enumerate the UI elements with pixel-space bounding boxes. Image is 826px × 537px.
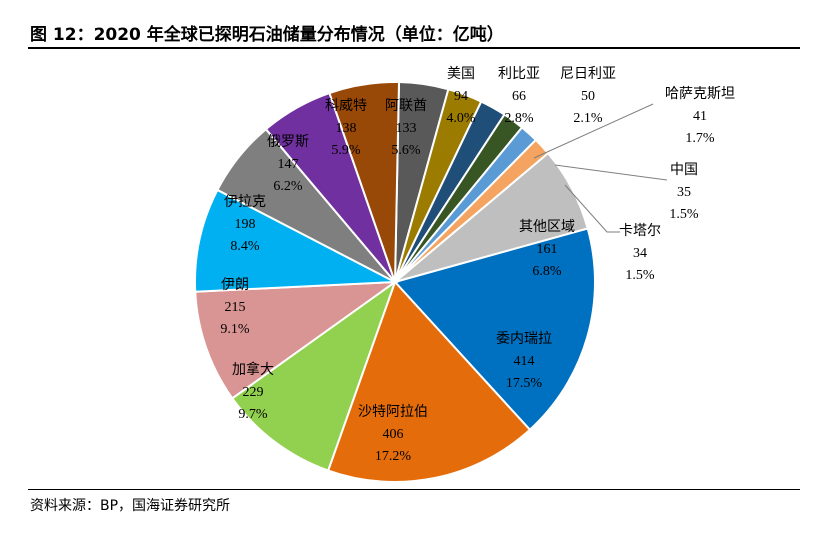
- pie-slice: [230, 279, 398, 472]
- slice-label: 伊朗: [221, 277, 249, 293]
- slice-value: 161: [537, 242, 558, 257]
- slice-label: 卡塔尔: [619, 223, 661, 239]
- slice-percent: 6.8%: [532, 264, 562, 279]
- slice-percent: 2.8%: [504, 111, 534, 126]
- pie-slice: [194, 280, 399, 400]
- pie-slice: [393, 227, 596, 432]
- slice-percent: 2.1%: [573, 111, 603, 126]
- slice-label: 尼日利亚: [560, 66, 616, 82]
- slice-value: 50: [581, 89, 595, 104]
- slice-percent: 5.9%: [331, 143, 361, 158]
- leader-line: [554, 164, 668, 181]
- slice-value: 198: [235, 217, 256, 232]
- slice-label: 其他区域: [519, 219, 575, 235]
- slice-percent: 9.7%: [238, 407, 268, 422]
- slice-value: 147: [278, 157, 299, 172]
- leader-line: [564, 184, 620, 233]
- slice-value: 414: [514, 354, 535, 369]
- pie-slice: [328, 81, 401, 283]
- slice-percent: 1.7%: [685, 131, 715, 146]
- leader-lines: [533, 103, 668, 233]
- slice-percent: 1.5%: [669, 207, 699, 222]
- slice-label: 美国: [447, 66, 475, 82]
- slice-label: 委内瑞拉: [496, 331, 552, 347]
- slice-value: 94: [454, 89, 468, 104]
- slice-labels: 委内瑞拉 414 17.5% 沙特阿拉伯 406 17.2% 加拿大 229 9.7% 伊朗 215…: [220, 66, 735, 464]
- slice-value: 229: [243, 385, 264, 400]
- leader-line: [533, 103, 654, 159]
- slice-percent: 5.6%: [391, 143, 421, 158]
- pie-slice: [326, 280, 532, 484]
- figure-title: 图 12：2020 年全球已探明石油储量分布情况（单位：亿吨）: [30, 25, 504, 45]
- slice-value: 34: [633, 246, 647, 261]
- slice-value: 133: [396, 121, 417, 136]
- source-rule: [28, 489, 800, 490]
- slice-value: 406: [383, 427, 404, 442]
- slice-percent: 6.2%: [273, 179, 303, 194]
- slice-label: 沙特阿拉伯: [358, 404, 428, 420]
- slice-percent: 8.4%: [230, 239, 260, 254]
- slice-label: 阿联酋: [385, 97, 427, 114]
- slice-label: 哈萨克斯坦: [665, 86, 735, 102]
- title-rule: [28, 47, 800, 49]
- slice-label: 科威特: [325, 98, 367, 114]
- slice-value: 35: [677, 185, 691, 200]
- slice-percent: 4.0%: [446, 111, 476, 126]
- slice-label: 利比亚: [498, 66, 540, 82]
- source-note: 资料来源：BP，国海证券研究所: [30, 498, 231, 514]
- pie-slices: [194, 81, 596, 484]
- slice-percent: 17.2%: [375, 449, 412, 464]
- pie-slice: [194, 188, 399, 293]
- slice-value: 138: [336, 121, 357, 136]
- slice-percent: 17.5%: [506, 376, 543, 391]
- slice-label: 加拿大: [232, 361, 274, 378]
- slice-percent: 1.5%: [625, 268, 655, 283]
- slice-percent: 9.1%: [220, 322, 250, 337]
- slice-value: 215: [225, 300, 246, 315]
- slice-value: 66: [512, 89, 526, 104]
- slice-value: 41: [693, 109, 707, 124]
- slice-label: 俄罗斯: [267, 134, 309, 150]
- slice-label: 伊拉克: [224, 194, 266, 210]
- slice-label: 中国: [670, 162, 698, 178]
